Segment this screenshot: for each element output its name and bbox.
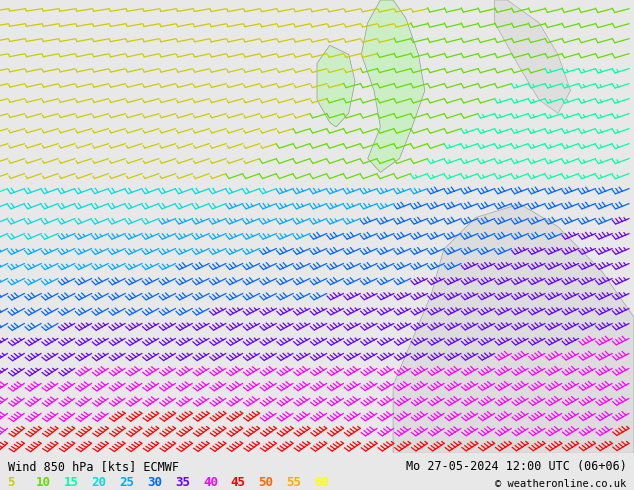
Text: 60: 60 [314,475,330,489]
Text: 50: 50 [259,475,274,489]
Text: 10: 10 [36,475,51,489]
Polygon shape [393,204,634,453]
Text: 45: 45 [231,475,246,489]
Text: 5: 5 [8,475,15,489]
Text: 30: 30 [147,475,162,489]
Text: 40: 40 [203,475,218,489]
Text: Wind 850 hPa [kts] ECMWF: Wind 850 hPa [kts] ECMWF [8,460,179,473]
Text: 25: 25 [119,475,134,489]
Text: 35: 35 [175,475,190,489]
Text: 55: 55 [287,475,302,489]
Polygon shape [361,0,425,172]
Text: Mo 27-05-2024 12:00 UTC (06+06): Mo 27-05-2024 12:00 UTC (06+06) [406,460,626,473]
Text: © weatheronline.co.uk: © weatheronline.co.uk [495,479,626,489]
Text: 20: 20 [91,475,107,489]
Polygon shape [317,46,355,127]
Polygon shape [495,0,571,113]
Text: 15: 15 [63,475,79,489]
